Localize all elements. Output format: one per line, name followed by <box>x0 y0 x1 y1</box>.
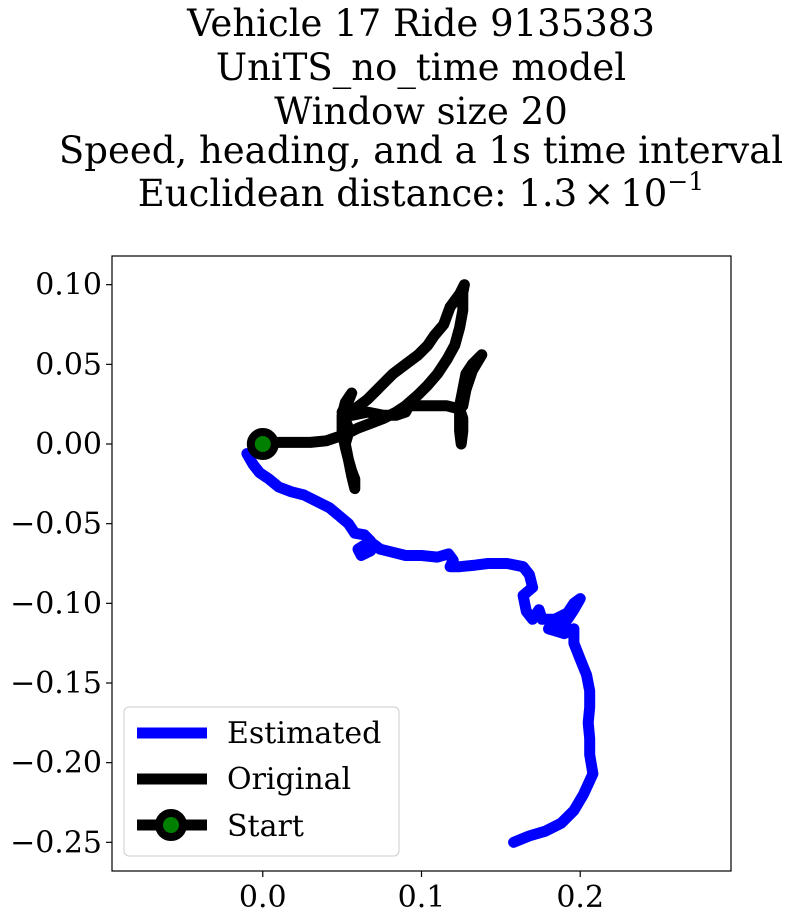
title-line-5: Euclidean distance: 1.3 × 10−1 <box>138 167 704 215</box>
y-tick-label: 0.05 <box>35 347 102 382</box>
x-tick-label: 0.0 <box>239 880 287 915</box>
distance-label: Euclidean distance: <box>138 172 519 215</box>
start-marker <box>246 428 279 461</box>
series-line-estimated <box>241 448 599 848</box>
x-tick-label: 0.2 <box>556 880 604 915</box>
y-tick-label: −0.10 <box>10 586 102 621</box>
title-line-2: UniTS_no_time model <box>216 46 626 90</box>
title-line-3: Window size 20 <box>274 90 568 133</box>
title-line-4: Speed, heading, and a 1s time interval <box>59 129 783 172</box>
legend-swatch-start-marker <box>155 809 187 841</box>
legend-frame <box>123 706 400 857</box>
x-tick-label: 0.1 <box>398 880 446 915</box>
distance-mantissa: 1.3 <box>518 172 577 215</box>
series-line-original <box>257 279 488 495</box>
distance-base: 10 <box>620 172 667 215</box>
y-tick-label: −0.20 <box>10 746 102 781</box>
y-tick-label: 0.10 <box>35 268 102 303</box>
chart-title: Vehicle 17 Ride 9135383 UniTS_no_time mo… <box>59 2 783 215</box>
y-tick-label: −0.15 <box>10 666 102 701</box>
distance-exponent: −1 <box>667 167 704 196</box>
y-tick-label: −0.05 <box>10 507 102 542</box>
legend: Estimated Original Start <box>123 706 400 857</box>
legend-label-start: Start <box>227 809 304 844</box>
y-tick-label: −0.25 <box>10 825 102 860</box>
distance-times: × <box>583 172 614 215</box>
legend-label-estimated: Estimated <box>227 716 381 751</box>
y-tick-label: 0.00 <box>35 427 102 462</box>
legend-label-original: Original <box>227 762 351 797</box>
title-line-1: Vehicle 17 Ride 9135383 <box>186 2 655 45</box>
